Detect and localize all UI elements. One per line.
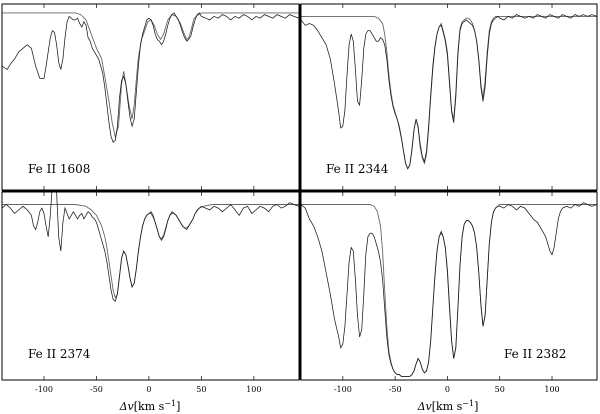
data-line-fe2-2382 <box>301 202 597 377</box>
model-line-fe2-2344 <box>301 15 597 170</box>
data-line-fe2-1608 <box>2 12 299 143</box>
x-tick-label: 100 <box>544 385 559 394</box>
panel-fe2-2382 <box>301 202 597 377</box>
x-tick-label: -50 <box>389 385 402 394</box>
panel-label-fe2-2382: Fe II 2382 <box>504 347 566 361</box>
panel-fe2-2374 <box>2 192 299 302</box>
x-tick-label: 0 <box>146 385 151 394</box>
x-axis-title-right: Δv[km s−1] <box>417 399 479 413</box>
panel-label-fe2-1608: Fe II 1608 <box>28 162 90 176</box>
panel-fe2-2344 <box>301 14 597 170</box>
model-line-fe2-2374 <box>2 204 299 299</box>
data-line-fe2-2344 <box>301 14 597 170</box>
panel-label-fe2-2344: Fe II 2344 <box>326 162 389 176</box>
panel-fe2-1608 <box>2 12 299 143</box>
x-axis-title-left: Δv[km s−1] <box>119 399 181 413</box>
x-tick-label: -100 <box>35 385 53 394</box>
x-tick-label: 50 <box>495 385 505 394</box>
x-tick-label: 0 <box>445 385 450 394</box>
x-tick-label: 100 <box>246 385 261 394</box>
model-line-fe2-1608 <box>2 12 299 139</box>
panel-label-fe2-2374: Fe II 2374 <box>28 347 91 361</box>
x-tick-label: -100 <box>334 385 352 394</box>
x-tick-label: -50 <box>90 385 103 394</box>
data-line-fe2-2374 <box>2 192 299 302</box>
x-tick-label: 50 <box>196 385 206 394</box>
